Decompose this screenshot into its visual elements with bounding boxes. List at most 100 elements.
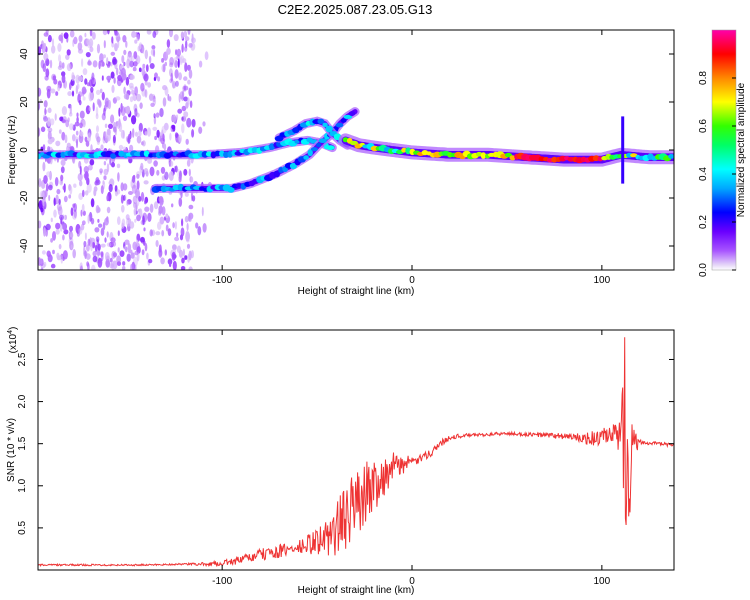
spectrogram-noise-cell	[184, 36, 190, 42]
spectrogram-noise-cell	[191, 33, 194, 43]
spectrogram-noise-cell	[84, 250, 87, 259]
spectrogram-noise-cell	[121, 218, 126, 228]
spectrogram-noise-cell	[84, 232, 87, 241]
spectrogram-noise-cell	[143, 180, 149, 185]
spectrogram-noise-cell	[144, 243, 148, 252]
spectrogram-noise-cell	[86, 261, 89, 267]
spectrogram-noise-cell	[127, 243, 132, 252]
snr-series-line	[38, 337, 674, 568]
spectrogram-noise-cell	[184, 46, 188, 52]
spectrogram-noise-cell	[191, 129, 195, 138]
spectrogram-noise-cell	[69, 145, 75, 152]
snr-x-axis: -100 0 100	[212, 330, 611, 587]
spectrogram-noise-cell	[95, 177, 100, 184]
spectrogram-noise-cell	[68, 194, 72, 199]
spectrogram-noise-cell	[38, 101, 41, 111]
spectrogram-x-tick-label: 0	[409, 275, 415, 286]
spectrogram-noise-cell	[95, 106, 99, 117]
spectrogram-noise-cell	[172, 222, 175, 229]
spectrogram-noise-cell	[48, 184, 53, 191]
spectrogram-noise-cell	[112, 252, 118, 258]
spectrogram-noise-cell	[92, 32, 96, 40]
spectrogram-track-cell	[326, 145, 335, 151]
spectrogram-noise-cell	[97, 99, 102, 107]
spectrogram-noise-cell	[185, 138, 189, 145]
spectrogram-noise-cell	[112, 134, 116, 144]
spectrogram-noise-cell	[172, 82, 176, 89]
spectrogram-noise-cell	[181, 266, 186, 270]
spectrogram-noise-cell	[164, 249, 167, 256]
spectrogram-noise-cell	[184, 215, 189, 223]
colorbar-gradient	[712, 30, 736, 270]
spectrogram-noise-cell	[186, 222, 189, 231]
spectrogram-noise-cell	[181, 105, 187, 112]
spectrogram-noise-cell	[101, 61, 105, 67]
spectrogram-noise-cell	[157, 76, 161, 82]
spectrogram-noise-cell	[129, 144, 134, 153]
spectrogram-noise-cell	[174, 57, 177, 63]
spectrogram-noise-cell	[183, 168, 188, 176]
spectrogram-noise-cell	[67, 91, 73, 97]
spectrogram-noise-cell	[97, 243, 101, 251]
spectrogram-noise-cell	[169, 57, 175, 66]
spectrogram-noise-cell	[96, 125, 99, 133]
spectrogram-noise-cell	[155, 112, 160, 118]
spectrogram-noise-cell	[155, 231, 161, 236]
spectrogram-noise-cell	[161, 125, 167, 134]
spectrogram-noise-cell	[182, 248, 185, 257]
spectrogram-noise-cell	[125, 246, 128, 253]
spectrogram-noise-cell	[110, 114, 115, 124]
spectrogram-noise-cell	[55, 222, 61, 230]
spectrogram-noise-cell	[84, 171, 89, 181]
spectrogram-noise-cell	[92, 102, 95, 112]
spectrogram-noise-cell	[142, 63, 146, 69]
spectrogram-noise-cell	[183, 30, 188, 38]
spectrogram-noise-cell	[69, 225, 73, 232]
spectrogram-noise-cell	[136, 135, 142, 144]
spectrogram-noise-cell	[123, 86, 126, 95]
spectrogram-noise-cell	[62, 223, 66, 231]
spectrogram-noise-cell	[146, 30, 152, 35]
spectrogram-noise-cell	[60, 174, 64, 182]
spectrogram-noise-cell	[198, 126, 203, 134]
spectrogram-noise-cell	[120, 182, 124, 192]
spectrogram-noise-cell	[78, 99, 82, 106]
spectrogram-noise-cell	[134, 250, 139, 256]
spectrogram-noise-cell	[136, 214, 141, 222]
spectrogram-panel: -100 0 100 -40 -20 0 20 40 Height of straight …	[7, 29, 675, 297]
spectrogram-noise-cell	[121, 72, 127, 81]
spectrogram-noise-cell	[63, 32, 69, 39]
spectrogram-noise-cell	[57, 206, 63, 216]
spectrogram-track-cell	[480, 152, 487, 159]
spectrogram-noise-cell	[58, 198, 61, 205]
spectrogram-noise-cell	[158, 248, 163, 258]
spectrogram-noise-cell	[122, 266, 126, 270]
spectrogram-noise-cell	[134, 108, 138, 117]
spectrogram-noise-cell	[81, 220, 86, 226]
spectrogram-noise-cell	[92, 255, 98, 263]
spectrogram-noise-cell	[117, 216, 121, 226]
spectrogram-noise-cell	[202, 223, 207, 233]
spectrogram-noise-cell	[104, 237, 107, 243]
spectrogram-noise-cell	[168, 96, 172, 102]
spectrogram-noise-cell	[162, 97, 167, 107]
spectrogram-noise-cell	[134, 86, 139, 96]
spectrogram-noise-cell	[160, 257, 165, 265]
spectrogram-track-cell	[227, 186, 235, 193]
spectrogram-noise-cell	[147, 82, 152, 88]
spectrogram-noise-cell	[50, 263, 56, 269]
spectrogram-noise-cell	[46, 171, 51, 178]
spectrogram-noise-cell	[107, 78, 111, 83]
spectrogram-noise-cell	[174, 132, 179, 139]
spectrogram-noise-cell	[109, 157, 112, 166]
spectrogram-noise-cell	[82, 119, 86, 128]
spectrogram-noise-cell	[132, 128, 135, 138]
spectrogram-noise-cell	[178, 134, 182, 143]
spectrogram-noise-cell	[142, 46, 145, 54]
spectrogram-noise-cell	[69, 30, 75, 38]
colorbar: 0.0 0.2 0.4 0.6 0.8 Normalized spectral ampl…	[698, 29, 747, 277]
spectrogram-noise-cell	[144, 131, 148, 136]
spectrogram-noise-cell	[99, 168, 103, 174]
spectrogram-noise-cell	[166, 39, 171, 48]
spectrogram-noise-cell	[65, 54, 70, 60]
